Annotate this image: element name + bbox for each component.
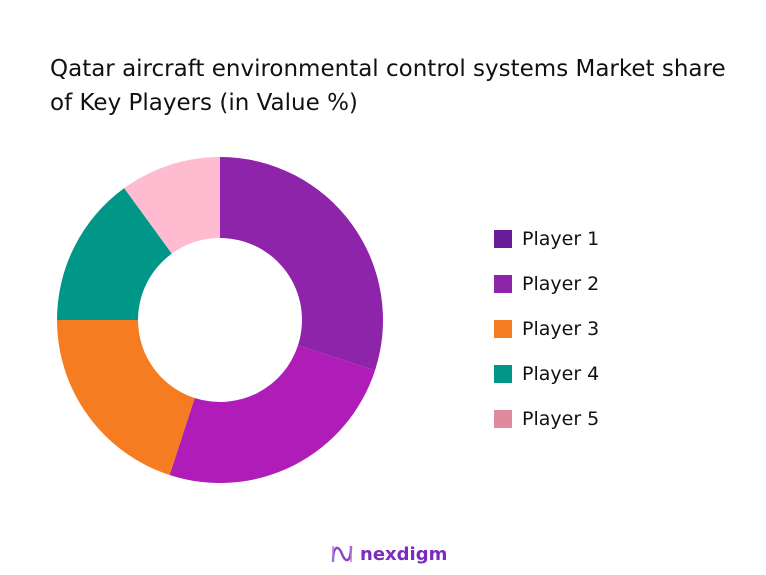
slice-player-3 bbox=[57, 320, 195, 476]
slice-player-5 bbox=[124, 157, 220, 254]
legend-item: Player 1 bbox=[494, 216, 599, 261]
legend: Player 1 Player 2 Player 3 Player 4 Player 5 bbox=[494, 216, 599, 441]
legend-item: Player 3 bbox=[494, 306, 599, 351]
slice-player-4 bbox=[57, 188, 172, 320]
legend-swatch bbox=[494, 364, 512, 383]
slice-player-1 bbox=[220, 157, 383, 371]
legend-label: Player 1 bbox=[522, 227, 600, 250]
chart-title: Qatar aircraft environmental control sys… bbox=[50, 56, 726, 116]
legend-label: Player 3 bbox=[522, 317, 600, 340]
legend-swatch bbox=[494, 274, 512, 293]
legend-item: Player 4 bbox=[494, 351, 599, 396]
legend-swatch bbox=[494, 409, 512, 428]
legend-swatch bbox=[494, 319, 512, 338]
legend-item: Player 2 bbox=[494, 261, 599, 306]
legend-label: Player 4 bbox=[522, 362, 600, 385]
brand-logo: nexdigm bbox=[330, 542, 447, 566]
legend-label: Player 2 bbox=[522, 272, 600, 295]
legend-swatch bbox=[494, 229, 512, 248]
nexdigm-logo-icon bbox=[331, 545, 353, 563]
brand-name: nexdigm bbox=[360, 543, 448, 565]
legend-item: Player 5 bbox=[494, 396, 599, 441]
legend-label: Player 5 bbox=[522, 407, 600, 430]
slice-player-2 bbox=[169, 345, 376, 483]
